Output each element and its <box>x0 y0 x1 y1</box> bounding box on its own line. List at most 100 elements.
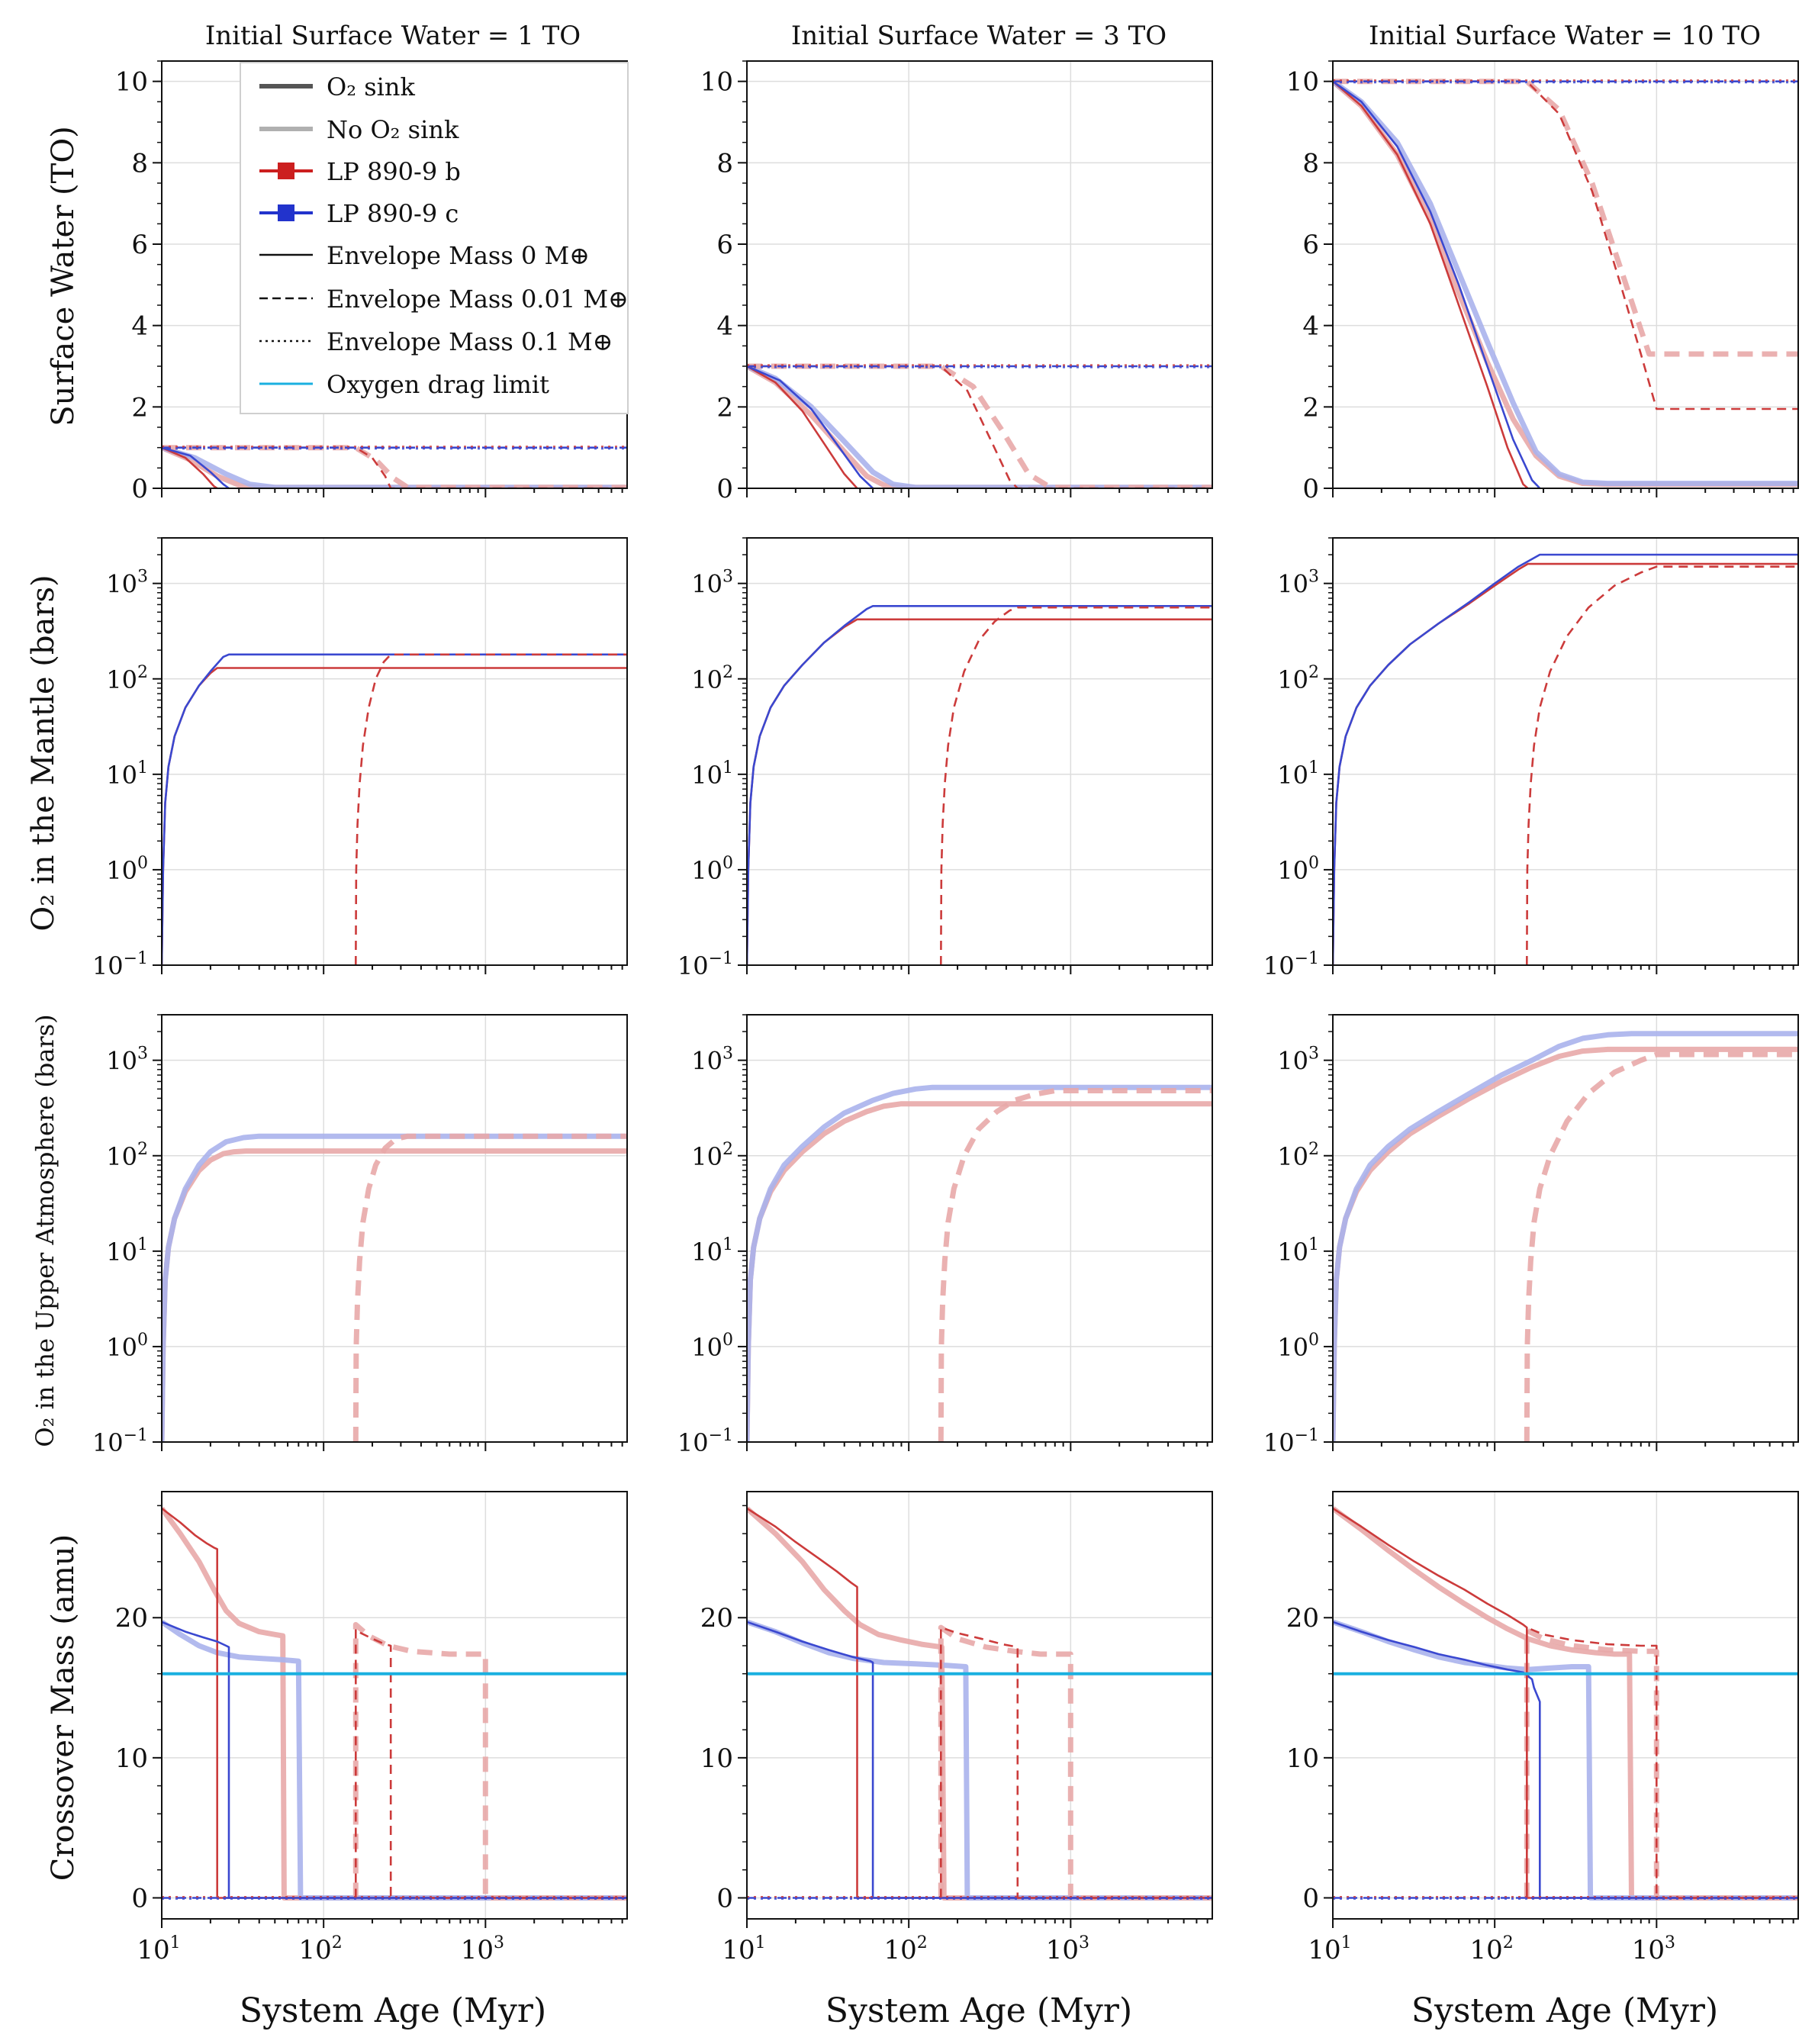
subplot-r2c1: 10−1 100 101 102 103 <box>677 1014 1213 1457</box>
y-tick-label: 4 <box>131 311 148 342</box>
y-tick-label: 10−1 <box>1263 949 1319 980</box>
y-tick-label: 10−1 <box>92 949 148 980</box>
y-tick-label: 2 <box>1302 392 1319 423</box>
series-line <box>747 1507 1212 1899</box>
col-title-3: Initial Surface Water = 10 TO <box>1369 21 1761 51</box>
legend-label-o2-sink: O₂ sink <box>327 72 416 101</box>
ylabel-o2-mantle: O₂ in the Mantle (bars) <box>26 575 61 931</box>
y-tick-label: 0 <box>131 1883 148 1914</box>
series-line <box>162 1619 627 1901</box>
col-title-2: Initial Surface Water = 3 TO <box>791 21 1167 51</box>
series-line <box>162 1621 627 1899</box>
series-group <box>1333 553 1798 965</box>
series-line <box>1333 1506 1798 1901</box>
series-line <box>162 1507 627 1899</box>
series-line <box>940 606 1212 965</box>
subplot-r1c1: 10−1 100 101 102 103 <box>677 537 1213 980</box>
series-line <box>162 653 627 965</box>
series-line <box>1333 79 1798 357</box>
y-tick-label: 10 <box>700 67 733 98</box>
x-tick-label: 103 <box>1046 1933 1089 1965</box>
series-group <box>162 445 627 488</box>
subplot-r3c0: 101 102 103 0 10 20 <box>115 1491 628 1965</box>
x-tick-label: 103 <box>461 1933 504 1965</box>
ylabel-surface-water: Surface Water (TO) <box>46 126 81 426</box>
series-line <box>940 1626 1212 1899</box>
series-line <box>747 363 1212 488</box>
y-tick-label: 8 <box>131 148 148 179</box>
legend: O₂ sink No O₂ sink LP 890-9 b LP 890-9 c… <box>240 62 629 414</box>
series-line <box>747 604 1212 965</box>
subplot-r2c0: 10−1 100 101 102 103 <box>92 1014 628 1457</box>
y-tick-label: 6 <box>1302 230 1319 260</box>
y-tick-label: 20 <box>700 1603 733 1634</box>
y-tick-label: 100 <box>691 854 733 885</box>
y-tick-label: 10−1 <box>677 1426 733 1457</box>
y-tick-label: 10 <box>115 67 148 98</box>
y-tick-label: 100 <box>106 1331 148 1362</box>
subplot-r3c1: 101 102 103 0 10 20 <box>700 1491 1213 1965</box>
y-tick-label: 103 <box>691 1045 733 1076</box>
series-group <box>162 653 627 965</box>
y-tick-label: 101 <box>691 758 733 790</box>
xlabel-col-1: System Age (Myr) <box>240 1991 546 2030</box>
subplot-frame <box>161 537 628 966</box>
y-tick-label: 10 <box>700 1743 733 1774</box>
legend-label-lp890-9c: LP 890-9 c <box>327 199 459 228</box>
series-line <box>162 1506 627 1901</box>
series-line <box>352 1133 627 1442</box>
y-tick-label: 10−1 <box>92 1426 148 1457</box>
series-line <box>162 1133 627 1442</box>
series-line <box>1333 80 1541 488</box>
subplots: 02468100246810024681010−110010110210310−… <box>92 60 1799 1965</box>
legend-marker-lp890-9b <box>278 163 294 179</box>
subplot-frame <box>1332 60 1799 489</box>
subplot-r0c2: 0 2 4 6 8 10 <box>1286 60 1799 504</box>
subplot-frame <box>161 1491 628 1920</box>
series-group <box>747 363 1212 488</box>
y-tick-label: 10 <box>115 1743 148 1774</box>
subplot-frame <box>746 1491 1213 1920</box>
series-group <box>1333 1031 1798 1442</box>
series-line <box>1333 79 1798 487</box>
series-group <box>1333 1506 1798 1901</box>
legend-marker-lp890-9c <box>278 204 294 221</box>
series-line <box>162 446 230 488</box>
xlabel-col-3: System Age (Myr) <box>1411 1991 1718 2030</box>
y-tick-label: 101 <box>106 1235 148 1267</box>
series-line <box>352 1621 627 1901</box>
y-tick-label: 6 <box>131 230 148 260</box>
y-tick-label: 100 <box>1277 854 1319 885</box>
y-tick-label: 4 <box>1302 311 1319 342</box>
x-tick-label: 101 <box>1308 1933 1351 1965</box>
legend-label-envelope-0: Envelope Mass 0 M⊕ <box>327 241 590 270</box>
x-tick-label: 101 <box>137 1933 180 1965</box>
x-tick-label: 103 <box>1632 1933 1675 1965</box>
y-tick-label: 10 <box>1286 67 1319 98</box>
y-tick-label: 6 <box>716 230 733 260</box>
series-line <box>747 365 874 488</box>
y-tick-label: 103 <box>106 568 148 599</box>
subplot-r2c2: 10−1 100 101 102 103 <box>1263 1014 1799 1457</box>
y-tick-label: 102 <box>1277 1140 1319 1171</box>
xlabel-col-2: System Age (Myr) <box>825 1991 1132 2030</box>
y-tick-label: 100 <box>1277 1331 1319 1362</box>
series-line <box>1333 80 1798 410</box>
y-tick-label: 101 <box>1277 1235 1319 1267</box>
legend-label-envelope-0.01: Envelope Mass 0.01 M⊕ <box>327 285 629 314</box>
series-group <box>162 1506 627 1901</box>
legend-label-envelope-0.1: Envelope Mass 0.1 M⊕ <box>327 327 613 356</box>
subplot-frame <box>746 60 1213 489</box>
series-group <box>162 1133 627 1442</box>
subplot-r1c0: 10−1 100 101 102 103 <box>92 537 628 980</box>
series-group <box>747 604 1212 965</box>
series-line <box>1526 565 1798 965</box>
y-tick-label: 0 <box>1302 1883 1319 1914</box>
legend-label-oxygen-drag-limit: Oxygen drag limit <box>327 370 549 399</box>
subplot-frame <box>746 1014 1213 1443</box>
series-line <box>1333 553 1798 965</box>
x-tick-label: 102 <box>884 1933 928 1965</box>
series-line <box>1524 1051 1798 1442</box>
y-tick-label: 8 <box>1302 148 1319 179</box>
